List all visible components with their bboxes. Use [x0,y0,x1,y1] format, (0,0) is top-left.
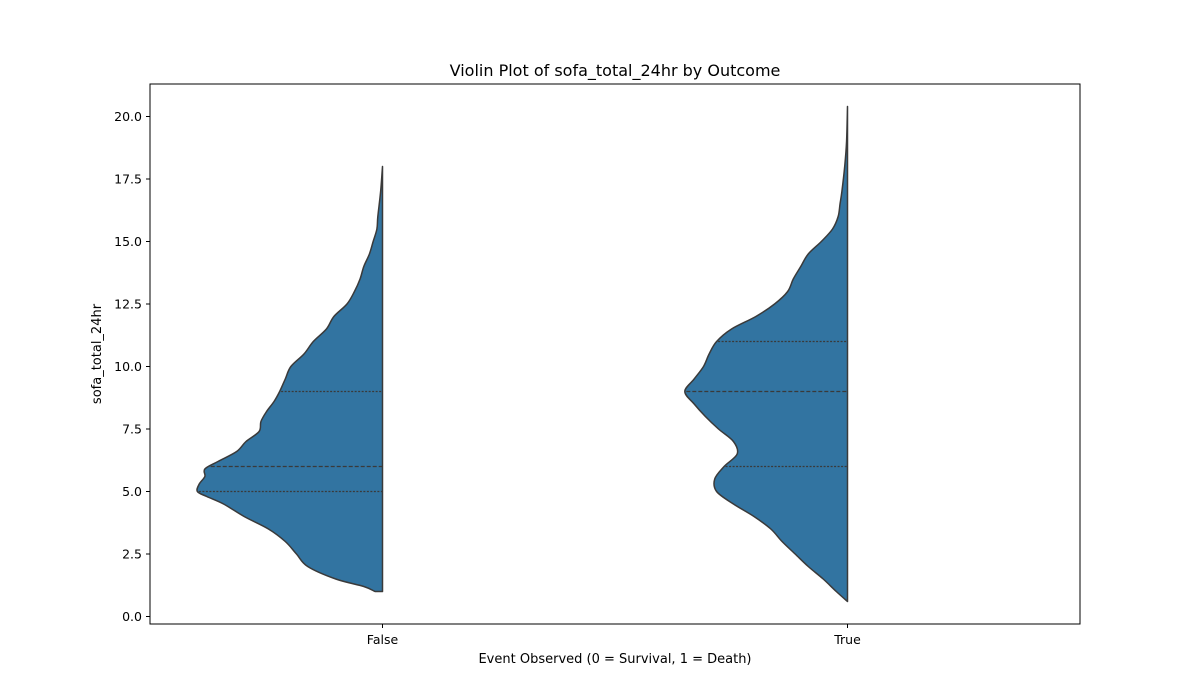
y-tick-label: 5.0 [122,484,142,499]
y-tick-label: 15.0 [114,234,142,249]
y-tick-label: 7.5 [122,422,142,437]
violin-false [196,165,384,593]
y-tick-label: 12.5 [114,297,142,312]
y-tick-label: 10.0 [114,359,142,374]
x-axis-label: Event Observed (0 = Survival, 1 = Death) [478,652,751,667]
chart-title: Violin Plot of sofa_total_24hr by Outcom… [450,61,781,81]
x-axis: False True [367,624,861,647]
x-tick-label: False [367,632,399,647]
violin-layer [196,105,849,603]
x-tick-label: True [833,632,861,647]
y-axis-label: sofa_total_24hr [90,303,105,404]
y-tick-label: 20.0 [114,109,142,124]
y-tick-label: 2.5 [122,547,142,562]
violin-body [684,105,849,603]
y-axis: 0.0 2.5 5.0 7.5 10.0 12.5 15.0 17.5 20.0 [114,109,150,624]
plot-frame [149,83,1081,625]
y-tick-label: 17.5 [114,172,142,187]
violin-true [684,105,849,603]
violin-body [196,165,384,593]
y-tick-label: 0.0 [122,609,142,624]
